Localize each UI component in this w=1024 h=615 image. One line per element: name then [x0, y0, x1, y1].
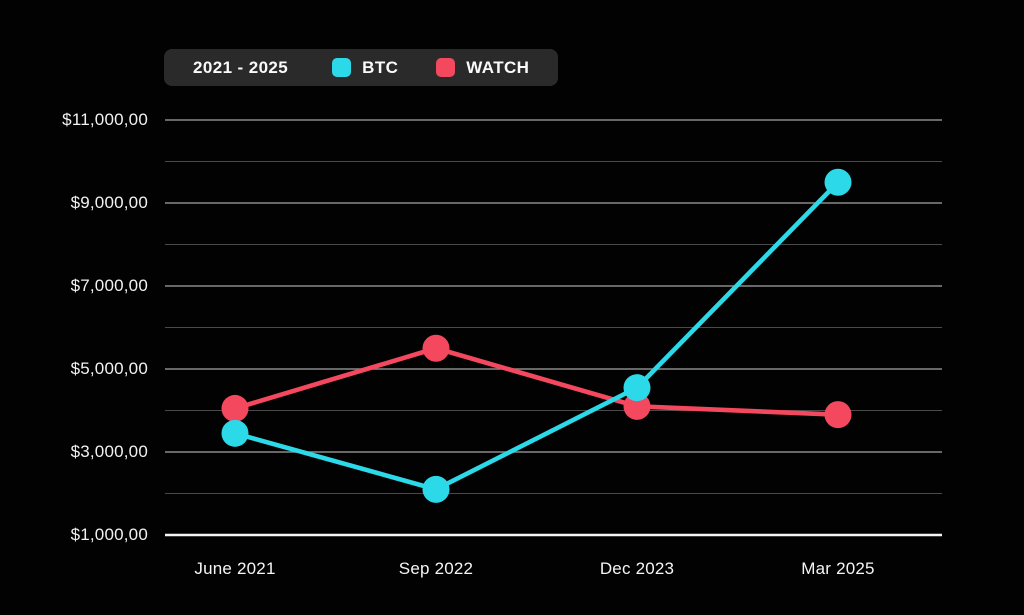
x-tick-label-june-2021: June 2021	[194, 559, 276, 578]
data-point-btc-0	[221, 419, 249, 447]
legend-item-btc: BTC	[332, 58, 398, 78]
y-tick-label-11000: $11,000,00	[62, 110, 148, 129]
legend-item-watch: WATCH	[436, 58, 529, 78]
legend-label-btc: BTC	[362, 57, 399, 77]
data-point-btc-1	[422, 475, 450, 503]
series-line-watch	[232, 345, 841, 417]
y-tick-label-7000: $7,000,00	[70, 276, 148, 295]
data-point-watch-2	[623, 392, 651, 420]
chart-legend: 2021 - 2025 BTC WATCH	[164, 49, 559, 86]
watch-color-chip-icon	[436, 58, 456, 77]
data-point-btc-2	[623, 374, 651, 402]
y-tick-label-5000: $5,000,00	[70, 359, 148, 378]
data-point-watch-1	[422, 334, 450, 362]
x-tick-label-mar-2025: Mar 2025	[801, 559, 875, 578]
data-point-btc-3	[824, 168, 852, 196]
y-tick-label-9000: $9,000,00	[70, 193, 148, 212]
series-line-btc	[232, 179, 841, 492]
y-tick-label-3000: $3,000,00	[70, 442, 148, 461]
y-tick-label-1000: $1,000,00	[70, 525, 148, 544]
data-point-watch-0	[221, 394, 249, 422]
x-tick-label-dec-2023: Dec 2023	[599, 559, 675, 578]
x-tick-label-sep-2022: Sep 2022	[398, 559, 474, 578]
btc-color-chip-icon	[332, 58, 352, 77]
legend-title: 2021 - 2025	[193, 57, 289, 77]
legend-label-watch: WATCH	[466, 57, 530, 77]
data-point-watch-3	[824, 401, 852, 429]
